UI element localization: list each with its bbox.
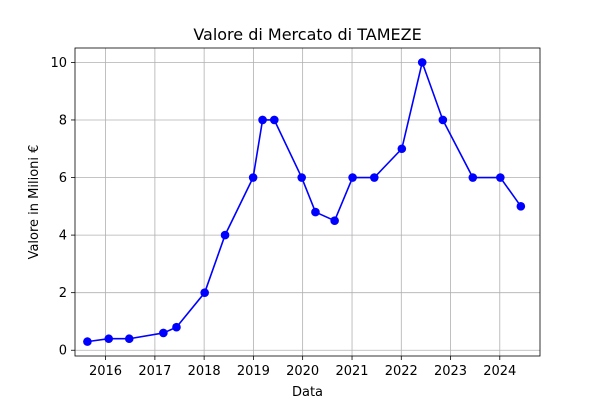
series-line <box>87 59 522 343</box>
x-tick-label: 2020 <box>286 364 319 379</box>
data-point <box>438 115 448 125</box>
y-tick-label: 4 <box>59 229 67 244</box>
data-point <box>417 58 427 67</box>
data-point <box>248 173 258 182</box>
y-axis: 0 2 4 6 8 10 <box>50 56 75 359</box>
data-point <box>258 115 267 125</box>
chart-title: Valore di Mercato di TAMEZE <box>193 25 421 44</box>
y-tick-label: 6 <box>59 171 67 186</box>
y-tick-label: 8 <box>59 113 67 128</box>
x-tick-label: 2016 <box>89 364 122 379</box>
plot-frame <box>74 47 541 357</box>
x-tick-label: 2019 <box>237 364 270 379</box>
data-point <box>83 337 92 346</box>
x-tick-label: 2021 <box>335 364 368 379</box>
x-tick-label: 2018 <box>188 364 221 379</box>
x-tick-label: 2024 <box>483 364 516 379</box>
data-point <box>200 288 209 297</box>
y-axis-label: Valore in Milioni € <box>27 145 42 260</box>
data-point <box>468 173 478 182</box>
data-point <box>159 328 168 338</box>
x-axis-label: Data <box>292 385 323 400</box>
data-point <box>369 173 379 182</box>
x-tick-label: 2023 <box>434 364 467 379</box>
y-tick-label: 0 <box>59 344 67 359</box>
y-tick-label: 2 <box>59 286 67 301</box>
x-axis: 2016 2017 2018 2019 2020 2021 2022 2023 2024 <box>89 356 516 379</box>
data-point <box>348 173 357 182</box>
data-point <box>172 322 181 332</box>
data-point <box>311 207 320 217</box>
data-point <box>270 115 279 125</box>
x-tick-label: 2017 <box>138 364 171 379</box>
y-tick-label: 10 <box>50 56 67 71</box>
x-tick-label: 2022 <box>385 364 418 379</box>
data-point <box>220 230 230 240</box>
data-point <box>397 144 407 154</box>
data-point <box>124 334 134 344</box>
series <box>83 58 526 346</box>
data-point <box>104 334 114 344</box>
grid <box>75 48 540 356</box>
data-point <box>330 216 339 226</box>
data-point <box>516 202 526 211</box>
data-point <box>297 173 306 182</box>
data-point <box>496 173 505 182</box>
